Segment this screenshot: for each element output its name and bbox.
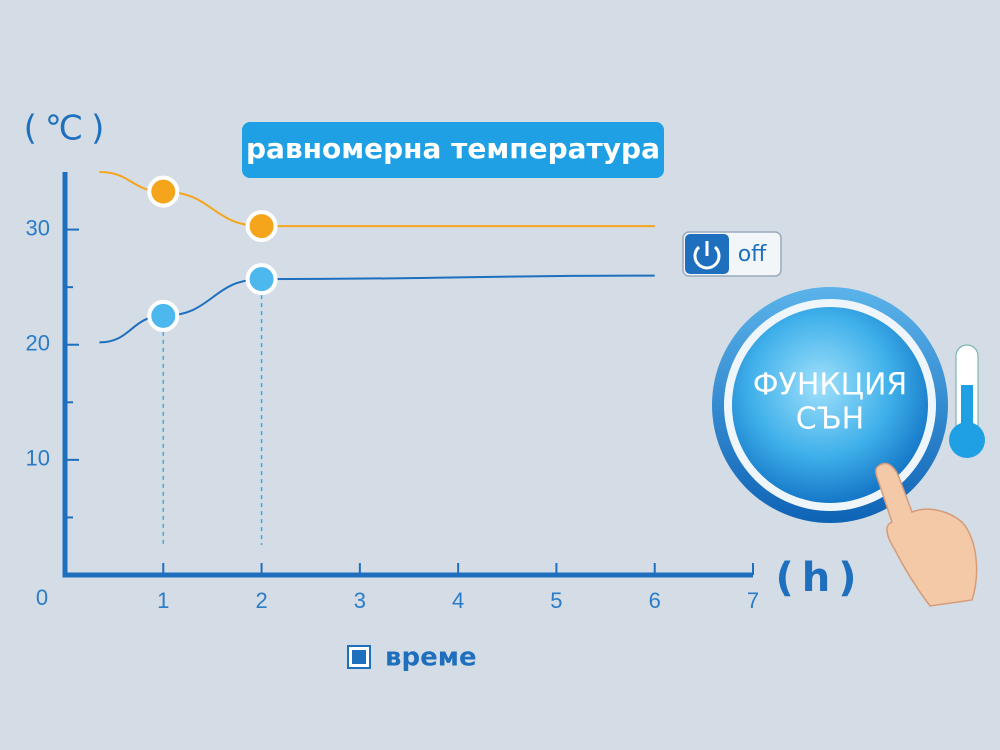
series-line: [99, 274, 655, 344]
x-tick-label: 6: [649, 588, 661, 613]
x-tick-label: 3: [354, 588, 366, 613]
y-tick-label: 0: [36, 585, 48, 610]
axes: [62, 172, 753, 578]
button-label: СЪН: [796, 402, 864, 437]
x-tick-label: 4: [452, 588, 464, 613]
toggle[interactable]: off: [682, 231, 782, 277]
thermometer: [949, 344, 985, 458]
y-tick-label: 20: [26, 331, 50, 356]
sleep-button[interactable]: ФУНКЦИЯ СЪН: [712, 287, 948, 523]
toggle-label: off: [738, 242, 767, 267]
legend: време: [347, 643, 477, 673]
x-tick-label: 1: [157, 588, 169, 613]
legend-label: време: [385, 643, 477, 673]
point: [147, 299, 180, 332]
x-tick-label: 5: [550, 588, 562, 613]
y-tick-label: 30: [26, 215, 50, 240]
x-tick-label: 7: [747, 588, 759, 613]
button-label: ФУНКЦИЯ: [753, 368, 908, 403]
point: [147, 175, 180, 208]
x-tick-label: 2: [255, 588, 267, 613]
x-axis-label: (h): [775, 555, 864, 601]
point: [245, 263, 278, 296]
y-axis-label: (℃): [24, 109, 113, 149]
series-line: [99, 171, 655, 228]
hand: [875, 462, 978, 607]
y-tick-label: 10: [26, 446, 50, 471]
point: [245, 210, 278, 243]
title-box: равномерна температура: [242, 122, 664, 178]
chart-title: равномерна температура: [246, 132, 660, 165]
